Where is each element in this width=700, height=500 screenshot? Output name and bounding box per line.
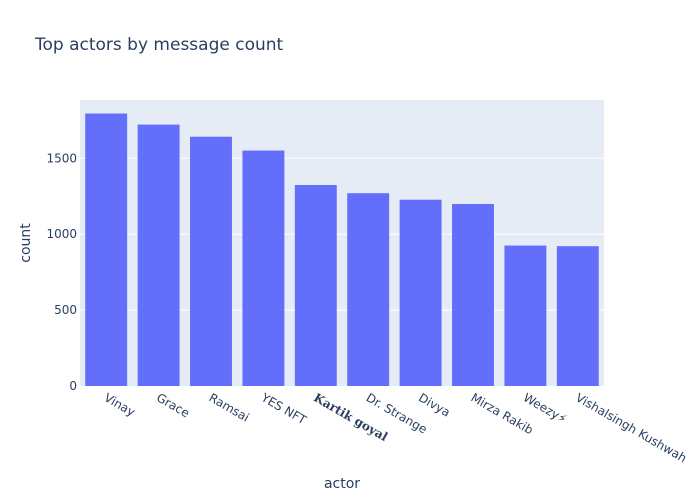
y-tick-label: 1500 <box>46 151 77 165</box>
y-tick-label: 500 <box>54 303 77 317</box>
bar <box>242 150 285 386</box>
x-axis-title: actor <box>324 476 360 492</box>
x-tick-label: Grace <box>154 390 192 420</box>
bar <box>452 203 494 386</box>
x-tick-label: Divya <box>416 390 453 419</box>
chart-title: Top actors by message count <box>34 35 284 55</box>
bar <box>347 193 390 386</box>
x-tick-label: Ramsai <box>207 390 252 424</box>
bar <box>294 185 337 386</box>
y-axis-title: count <box>18 223 34 263</box>
x-tick-label: Vinay <box>102 390 138 419</box>
y-tick-labels: 0 500 1000 1500 <box>46 151 77 393</box>
bar <box>399 199 442 386</box>
bars <box>85 113 599 387</box>
bar <box>504 245 547 386</box>
y-tick-label: 1000 <box>46 227 77 241</box>
bar <box>190 136 232 386</box>
bar <box>137 124 180 387</box>
bar <box>85 113 128 386</box>
y-tick-label: 0 <box>69 379 77 393</box>
x-tick-label: Vishalsingh Kushwah <box>573 390 689 465</box>
bar <box>556 246 599 386</box>
x-tick-label: YES NFT <box>258 390 309 428</box>
